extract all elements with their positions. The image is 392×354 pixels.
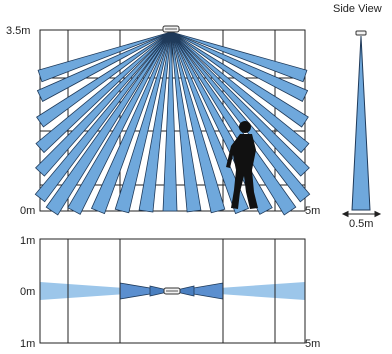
sensor-icon [162, 25, 180, 33]
side-view-title: Side View [333, 3, 382, 15]
floor-label-top: 1m [20, 235, 35, 247]
side-sensor-icon [355, 30, 367, 36]
floor-coverage-view: 1m 0m 1m 5m [20, 235, 320, 350]
detection-beam [138, 31, 172, 213]
side-width-label: 0.5m [349, 218, 373, 230]
front-beams [34, 31, 311, 216]
detection-beam [170, 31, 310, 154]
detection-beam [35, 31, 172, 177]
front-label-bottom: 0m [20, 205, 35, 217]
floor-beam-left [40, 282, 168, 300]
floor-beam-center [149, 285, 173, 297]
detection-beam [170, 31, 297, 216]
detection-beam [34, 31, 172, 203]
floor-label-bottom: 1m [20, 338, 35, 350]
side-width-arrow [341, 210, 382, 218]
detection-beam [45, 31, 172, 216]
floor-label-middle: 0m [20, 286, 35, 298]
detection-beam [170, 31, 309, 128]
side-view: Side View 0.5m [333, 3, 382, 230]
detection-beam [35, 31, 172, 154]
detection-beam [170, 31, 226, 214]
detection-beam [67, 31, 172, 215]
floor-beam-center-r [171, 285, 195, 297]
detection-beam [170, 31, 311, 203]
side-beam [351, 35, 371, 211]
detection-beam [170, 31, 250, 215]
floor-beams [40, 282, 305, 300]
detection-beam [37, 31, 172, 83]
detection-beam [114, 31, 172, 214]
walking-person-icon [226, 121, 258, 209]
floor-grid [39, 238, 306, 344]
detection-beam [170, 31, 202, 213]
detection-beam [36, 31, 172, 102]
floor-label-right: 5m [305, 338, 320, 350]
front-label-right: 5m [305, 205, 320, 217]
detection-beam [36, 31, 172, 128]
front-coverage-view: 3.5m 0m 5m [6, 25, 320, 217]
floor-sensor-icon [163, 287, 181, 295]
detection-beam [162, 31, 178, 212]
detection-beam [170, 31, 308, 83]
floor-beam-right [176, 282, 305, 300]
front-label-top: 3.5m [6, 25, 30, 37]
detection-beam [170, 31, 310, 177]
detection-beam [170, 31, 309, 102]
detection-beam [90, 31, 172, 215]
